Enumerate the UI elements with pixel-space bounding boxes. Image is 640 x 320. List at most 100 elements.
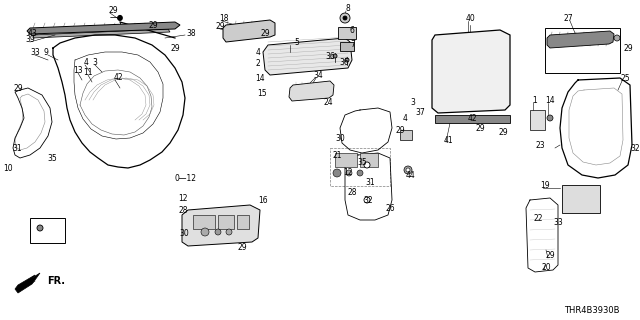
Text: 14: 14 (255, 74, 265, 83)
Polygon shape (263, 38, 352, 75)
Text: 38: 38 (186, 28, 196, 37)
Text: 43: 43 (27, 28, 37, 37)
Text: 25: 25 (620, 74, 630, 83)
Text: 31: 31 (365, 178, 375, 187)
Text: 1: 1 (532, 95, 538, 105)
Text: —●: —● (110, 12, 124, 21)
Circle shape (226, 229, 232, 235)
Text: 14: 14 (545, 95, 555, 105)
Text: 42: 42 (467, 114, 477, 123)
Circle shape (345, 58, 349, 62)
Circle shape (406, 168, 410, 172)
Circle shape (340, 13, 350, 23)
Text: 39: 39 (25, 35, 35, 44)
Polygon shape (15, 273, 40, 293)
Text: 33: 33 (553, 218, 563, 227)
Text: 44: 44 (405, 171, 415, 180)
Text: 37: 37 (415, 108, 425, 116)
Polygon shape (33, 29, 170, 38)
Text: 26: 26 (385, 204, 395, 212)
Bar (193, 215, 215, 229)
Circle shape (614, 35, 620, 41)
Text: 29: 29 (215, 21, 225, 30)
Circle shape (364, 162, 370, 168)
Bar (340, 42, 354, 51)
Text: 28: 28 (348, 188, 356, 196)
Text: 33: 33 (30, 47, 40, 57)
Text: 40: 40 (465, 13, 475, 22)
Text: 30: 30 (335, 133, 345, 142)
Text: FR.: FR. (47, 276, 65, 286)
Circle shape (547, 115, 553, 121)
Text: 29: 29 (260, 28, 270, 37)
Text: 29: 29 (237, 243, 247, 252)
Bar (566, 188, 596, 210)
Bar (530, 110, 545, 130)
Text: 35: 35 (357, 157, 367, 166)
Text: 29: 29 (545, 251, 555, 260)
Polygon shape (547, 31, 614, 48)
Text: 4: 4 (84, 58, 88, 67)
Text: 42: 42 (113, 73, 123, 82)
Text: 32: 32 (630, 143, 640, 153)
Polygon shape (27, 22, 180, 34)
Text: 36: 36 (339, 58, 349, 67)
Text: 5: 5 (294, 37, 300, 46)
Text: 34: 34 (313, 70, 323, 79)
Text: 20: 20 (541, 263, 551, 273)
Text: 15: 15 (257, 89, 267, 98)
Circle shape (343, 16, 347, 20)
Circle shape (346, 170, 352, 176)
Circle shape (404, 166, 412, 174)
Text: 32: 32 (363, 196, 373, 204)
Text: 19: 19 (540, 180, 550, 189)
Circle shape (215, 229, 221, 235)
Bar (338, 27, 356, 39)
Text: 29: 29 (475, 124, 485, 132)
Circle shape (201, 228, 209, 236)
Polygon shape (438, 38, 504, 107)
Text: 29: 29 (623, 44, 633, 52)
Bar (435, 115, 510, 123)
Text: 4: 4 (403, 114, 408, 123)
Text: THR4B3930B: THR4B3930B (564, 306, 620, 315)
Circle shape (333, 54, 337, 58)
Text: 8: 8 (346, 4, 350, 12)
Polygon shape (432, 30, 510, 113)
Circle shape (333, 169, 341, 177)
Text: 24: 24 (323, 98, 333, 107)
Text: 29: 29 (148, 20, 158, 29)
Text: 10: 10 (3, 164, 13, 172)
Text: 41: 41 (443, 135, 453, 145)
Text: 12: 12 (343, 167, 353, 177)
Text: 3: 3 (93, 58, 97, 67)
Bar (335, 153, 357, 167)
Bar (360, 153, 378, 167)
Text: 29: 29 (108, 5, 118, 14)
Bar (237, 215, 249, 229)
Text: 21: 21 (332, 150, 342, 159)
Circle shape (364, 197, 370, 203)
Text: 29: 29 (13, 84, 23, 92)
Text: 29: 29 (170, 44, 180, 52)
Polygon shape (289, 81, 334, 101)
Text: 27: 27 (563, 13, 573, 22)
Text: 18: 18 (220, 13, 228, 22)
Text: 4: 4 (255, 47, 260, 57)
Text: 36: 36 (325, 52, 335, 60)
Text: 6: 6 (349, 26, 355, 35)
Text: 29: 29 (498, 127, 508, 137)
Text: 11: 11 (83, 68, 93, 76)
Text: 22: 22 (533, 213, 543, 222)
Text: 16: 16 (258, 196, 268, 204)
Bar (30, 218, 65, 243)
Text: 29: 29 (395, 125, 405, 134)
Circle shape (357, 170, 363, 176)
Bar (545, 28, 620, 73)
Bar (218, 215, 234, 229)
Text: 31: 31 (12, 143, 22, 153)
Bar (330, 148, 390, 186)
Text: 0—12: 0—12 (174, 173, 196, 182)
Text: 2: 2 (255, 59, 260, 68)
Text: 7: 7 (351, 39, 355, 49)
